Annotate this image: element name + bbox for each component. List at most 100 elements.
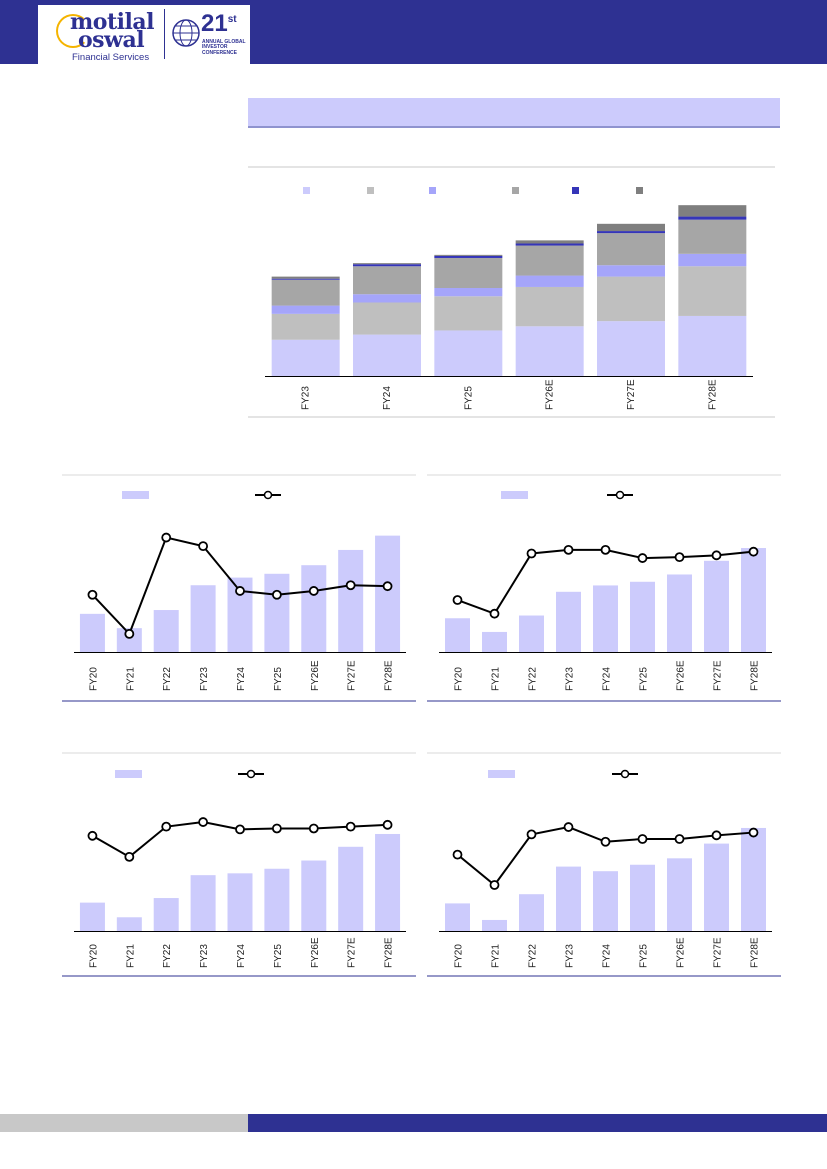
bar-FY23 — [190, 585, 216, 652]
bar-segment-FY23-s1 — [271, 339, 340, 376]
line-point-FY21 — [489, 880, 500, 890]
globe-icon — [172, 19, 200, 47]
bar-segment-FY23-s3 — [271, 305, 340, 314]
legend-bar-swatch — [501, 491, 528, 499]
x-tick-label: FY23 — [199, 667, 210, 691]
bar-segment-FY25-s3 — [434, 288, 503, 297]
panel-title-bar — [248, 98, 780, 128]
line-point-FY28E — [748, 827, 759, 838]
bar-segment-FY24-s4 — [353, 266, 421, 295]
line-point-FY24 — [600, 836, 611, 847]
line-point-FY25 — [637, 834, 648, 844]
x-tick-label: FY25 — [273, 667, 284, 691]
line-point-FY22 — [161, 532, 172, 543]
x-tick-label: FY27E — [713, 660, 724, 691]
bar-FY22 — [153, 610, 179, 652]
line-point-FY26E — [674, 552, 685, 563]
bar-segment-FY26E-s1 — [515, 326, 584, 376]
x-tick-label: FY20 — [454, 667, 465, 691]
bar-segment-FY28E-s6 — [678, 205, 747, 217]
bar-segment-FY24-s2 — [353, 302, 421, 335]
line-point-FY20 — [87, 830, 98, 841]
bar-FY24 — [593, 871, 618, 931]
bar-FY26E — [301, 565, 327, 652]
legend-swatch-6 — [636, 187, 643, 194]
bar-FY23 — [190, 875, 216, 931]
bar-FY21 — [482, 919, 507, 931]
bar-FY21 — [116, 917, 142, 931]
line-point-FY25 — [637, 553, 648, 563]
brand-sub: Financial Services — [72, 52, 150, 63]
bar-FY20 — [79, 902, 105, 931]
x-tick-label: FY22 — [528, 944, 539, 968]
x-tick-label: FY24 — [602, 944, 613, 968]
x-tick-label: FY22 — [162, 667, 173, 691]
x-tick-label: FY26E — [676, 937, 687, 968]
x-tick-label: FY22 — [528, 667, 539, 691]
legend-bar-swatch — [122, 491, 149, 499]
stacked-bar-chart: FY23 FY24 FY25 FY26E FY27E FY28E — [265, 187, 753, 410]
bar-line-chart-4: FY20 FY21 FY22 FY23 FY24 FY25 FY26E FY27E FY28E — [439, 769, 772, 968]
line-point-FY20 — [452, 595, 463, 605]
bar-segment-FY28E-s3 — [678, 253, 747, 267]
bar-FY23 — [556, 866, 581, 931]
line-point-FY20 — [87, 589, 98, 600]
bar-FY28E — [741, 827, 766, 931]
bar-FY24 — [593, 585, 618, 652]
motilal-oswal-logo: motilal oswal Financial Services — [50, 5, 165, 64]
conference-number-value: 21 — [201, 10, 228, 37]
line-point-FY27E — [711, 550, 722, 561]
legend-bar-swatch — [488, 770, 515, 778]
bar-segment-FY27E-s6 — [597, 223, 665, 232]
bar-segment-FY25-s2 — [434, 296, 503, 331]
line-point-FY27E — [711, 830, 722, 841]
line-point-FY25 — [271, 823, 282, 834]
x-tick-label: FY28E — [707, 379, 718, 410]
bar-FY27E — [338, 846, 364, 931]
bar-line-chart-1: FY20 FY21 FY22 FY23 FY24 FY25 FY26E FY27E FY28E — [74, 490, 406, 691]
x-tick-label: FY23 — [301, 386, 312, 410]
line-point-FY26E — [308, 586, 319, 596]
bar-FY20 — [445, 903, 470, 931]
bar-FY20 — [79, 613, 105, 652]
x-tick-label: FY25 — [639, 667, 650, 691]
legend-line-marker — [263, 490, 273, 500]
bar-FY26E — [667, 858, 692, 931]
bar-segment-FY27E-s2 — [597, 276, 665, 322]
bar-FY27E — [704, 560, 729, 652]
bar-segment-FY23-s4 — [271, 279, 340, 306]
x-tick-label: FY20 — [454, 944, 465, 968]
conference-text: ANNUAL GLOBAL INVESTOR CONFERENCE — [202, 39, 246, 56]
x-tick-label: FY26E — [310, 660, 321, 691]
bar-segment-FY27E-s3 — [597, 265, 665, 277]
legend-swatch-5 — [572, 187, 579, 194]
bar-FY23 — [556, 591, 581, 652]
line-point-FY26E — [674, 834, 685, 844]
bar-line-chart-2: FY20 FY21 FY22 FY23 FY24 FY25 FY26E FY27E FY28E — [439, 490, 772, 691]
bar-FY25 — [630, 864, 655, 931]
bar-segment-FY24-s6 — [353, 263, 421, 265]
bar-FY27E — [338, 549, 364, 652]
bar-line-chart-3: FY20 FY21 FY22 FY23 FY24 FY25 FY26E FY27E FY28E — [74, 769, 406, 968]
x-tick-label: FY21 — [125, 667, 136, 691]
bar-FY22 — [519, 894, 544, 931]
bar-FY24 — [227, 873, 253, 931]
line-point-FY20 — [452, 849, 463, 860]
line-point-FY24 — [235, 586, 245, 596]
line-point-FY26E — [308, 823, 319, 834]
bar-FY25 — [264, 868, 290, 931]
header-banner: motilal oswal Financial Services 21st AN… — [0, 0, 827, 64]
line-point-FY21 — [124, 851, 135, 862]
bar-segment-FY23-s2 — [271, 313, 340, 340]
bar-FY22 — [519, 615, 544, 652]
brand-line2: oswal — [78, 27, 145, 53]
x-tick-label: FY20 — [88, 667, 99, 691]
bar-FY27E — [704, 843, 729, 931]
x-tick-label: FY28E — [384, 660, 395, 691]
bar-segment-FY24-s5 — [353, 264, 421, 267]
x-tick-label: FY27E — [347, 660, 358, 691]
bar-FY21 — [482, 631, 507, 652]
bar-FY28E — [375, 535, 401, 652]
legend-swatch-3 — [429, 187, 436, 194]
